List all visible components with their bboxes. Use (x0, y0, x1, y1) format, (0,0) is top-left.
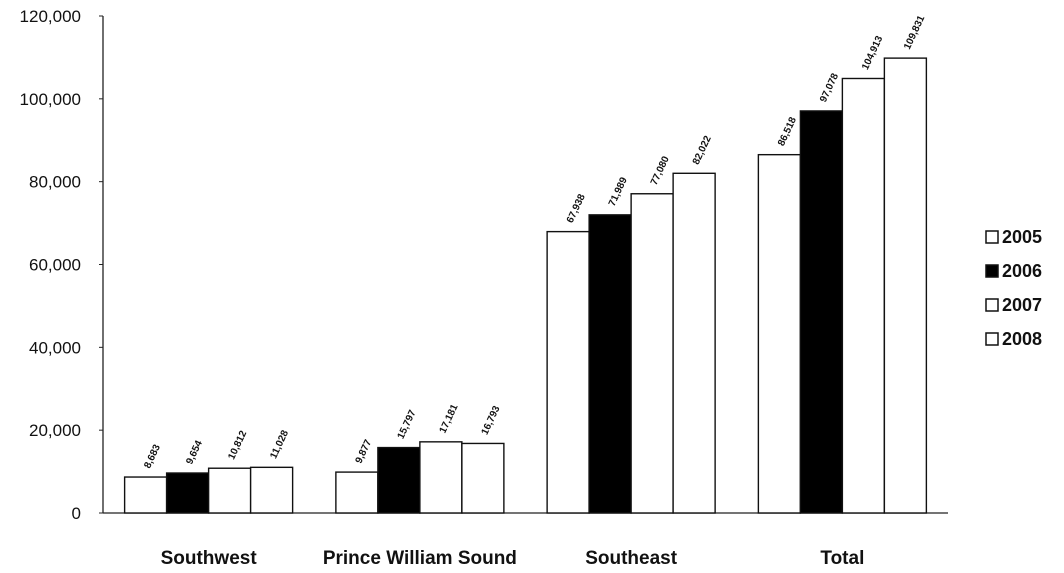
bar-value-label: 77,080 (649, 154, 672, 187)
bar-value-label: 11,028 (268, 428, 291, 460)
legend-label-2008: 2008 (1002, 329, 1042, 349)
bar-2006-southwest (165, 472, 210, 514)
bar-value-label: 109,831 (902, 14, 927, 52)
x-category-label: Total (820, 548, 864, 569)
bar-2007-prince-william-sound (419, 441, 463, 514)
bar-2005-southwest (123, 476, 168, 514)
y-tick-label: 100,000 (20, 90, 81, 109)
chart-axes: 0 20,000 40,000 60,000 80,000 100,000 120,000 S… (20, 7, 948, 569)
bar-value-label: 10,812 (226, 429, 249, 462)
bar-value-label: 86,518 (776, 115, 799, 148)
bar-value-label: 97,078 (818, 71, 841, 104)
bar-2007-southeast (630, 193, 674, 514)
legend-swatch-2008 (985, 332, 999, 346)
bar-2008-total (883, 57, 928, 514)
bar-2006-southeast (588, 214, 632, 514)
legend-swatch-2007 (985, 298, 999, 312)
y-tick-label: 80,000 (29, 173, 81, 192)
y-tick-label: 0 (72, 504, 81, 523)
y-tick-label: 120,000 (20, 7, 81, 26)
bar-2007-southwest (207, 467, 252, 514)
bar-value-label: 17,181 (438, 402, 461, 435)
bar-2005-total (757, 153, 802, 514)
bar-2006-total (799, 110, 844, 514)
bar-2006-prince-william-sound (377, 446, 421, 514)
bar-value-label: 82,022 (691, 134, 714, 167)
bar-value-label: 9,654 (184, 439, 205, 467)
bar-value-label: 104,913 (860, 34, 885, 72)
bar-2005-southeast (546, 230, 590, 514)
legend-label-2006: 2006 (1002, 261, 1042, 281)
legend-label-2007: 2007 (1002, 295, 1042, 315)
bar-value-label: 16,793 (480, 404, 503, 437)
x-category-label: Prince William Sound (323, 548, 517, 569)
bar-2007-total (841, 77, 886, 514)
legend-label-2005: 2005 (1002, 227, 1042, 247)
y-tick-label: 40,000 (29, 338, 81, 357)
bar-2005-prince-william-sound (335, 471, 379, 514)
bar-value-label: 15,797 (396, 408, 419, 441)
bar-2008-prince-william-sound (461, 442, 505, 514)
x-category-label: Southeast (585, 548, 678, 569)
bar-value-label: 67,938 (565, 192, 588, 225)
chart-bars (123, 57, 928, 514)
y-tick-label: 60,000 (29, 256, 81, 275)
chart-legend: 2005 2006 2007 2008 (985, 227, 1042, 349)
bar-2008-southeast (672, 172, 716, 514)
legend-swatch-2005 (985, 230, 999, 244)
bar-value-label: 9,877 (354, 438, 375, 466)
legend-swatch-2006 (985, 264, 999, 278)
y-tick-label: 20,000 (29, 421, 81, 440)
bar-2008-southwest (249, 466, 294, 514)
bar-value-label: 8,683 (142, 443, 163, 471)
bar-value-label: 71,989 (607, 175, 630, 208)
x-category-label: Southwest (161, 548, 258, 569)
